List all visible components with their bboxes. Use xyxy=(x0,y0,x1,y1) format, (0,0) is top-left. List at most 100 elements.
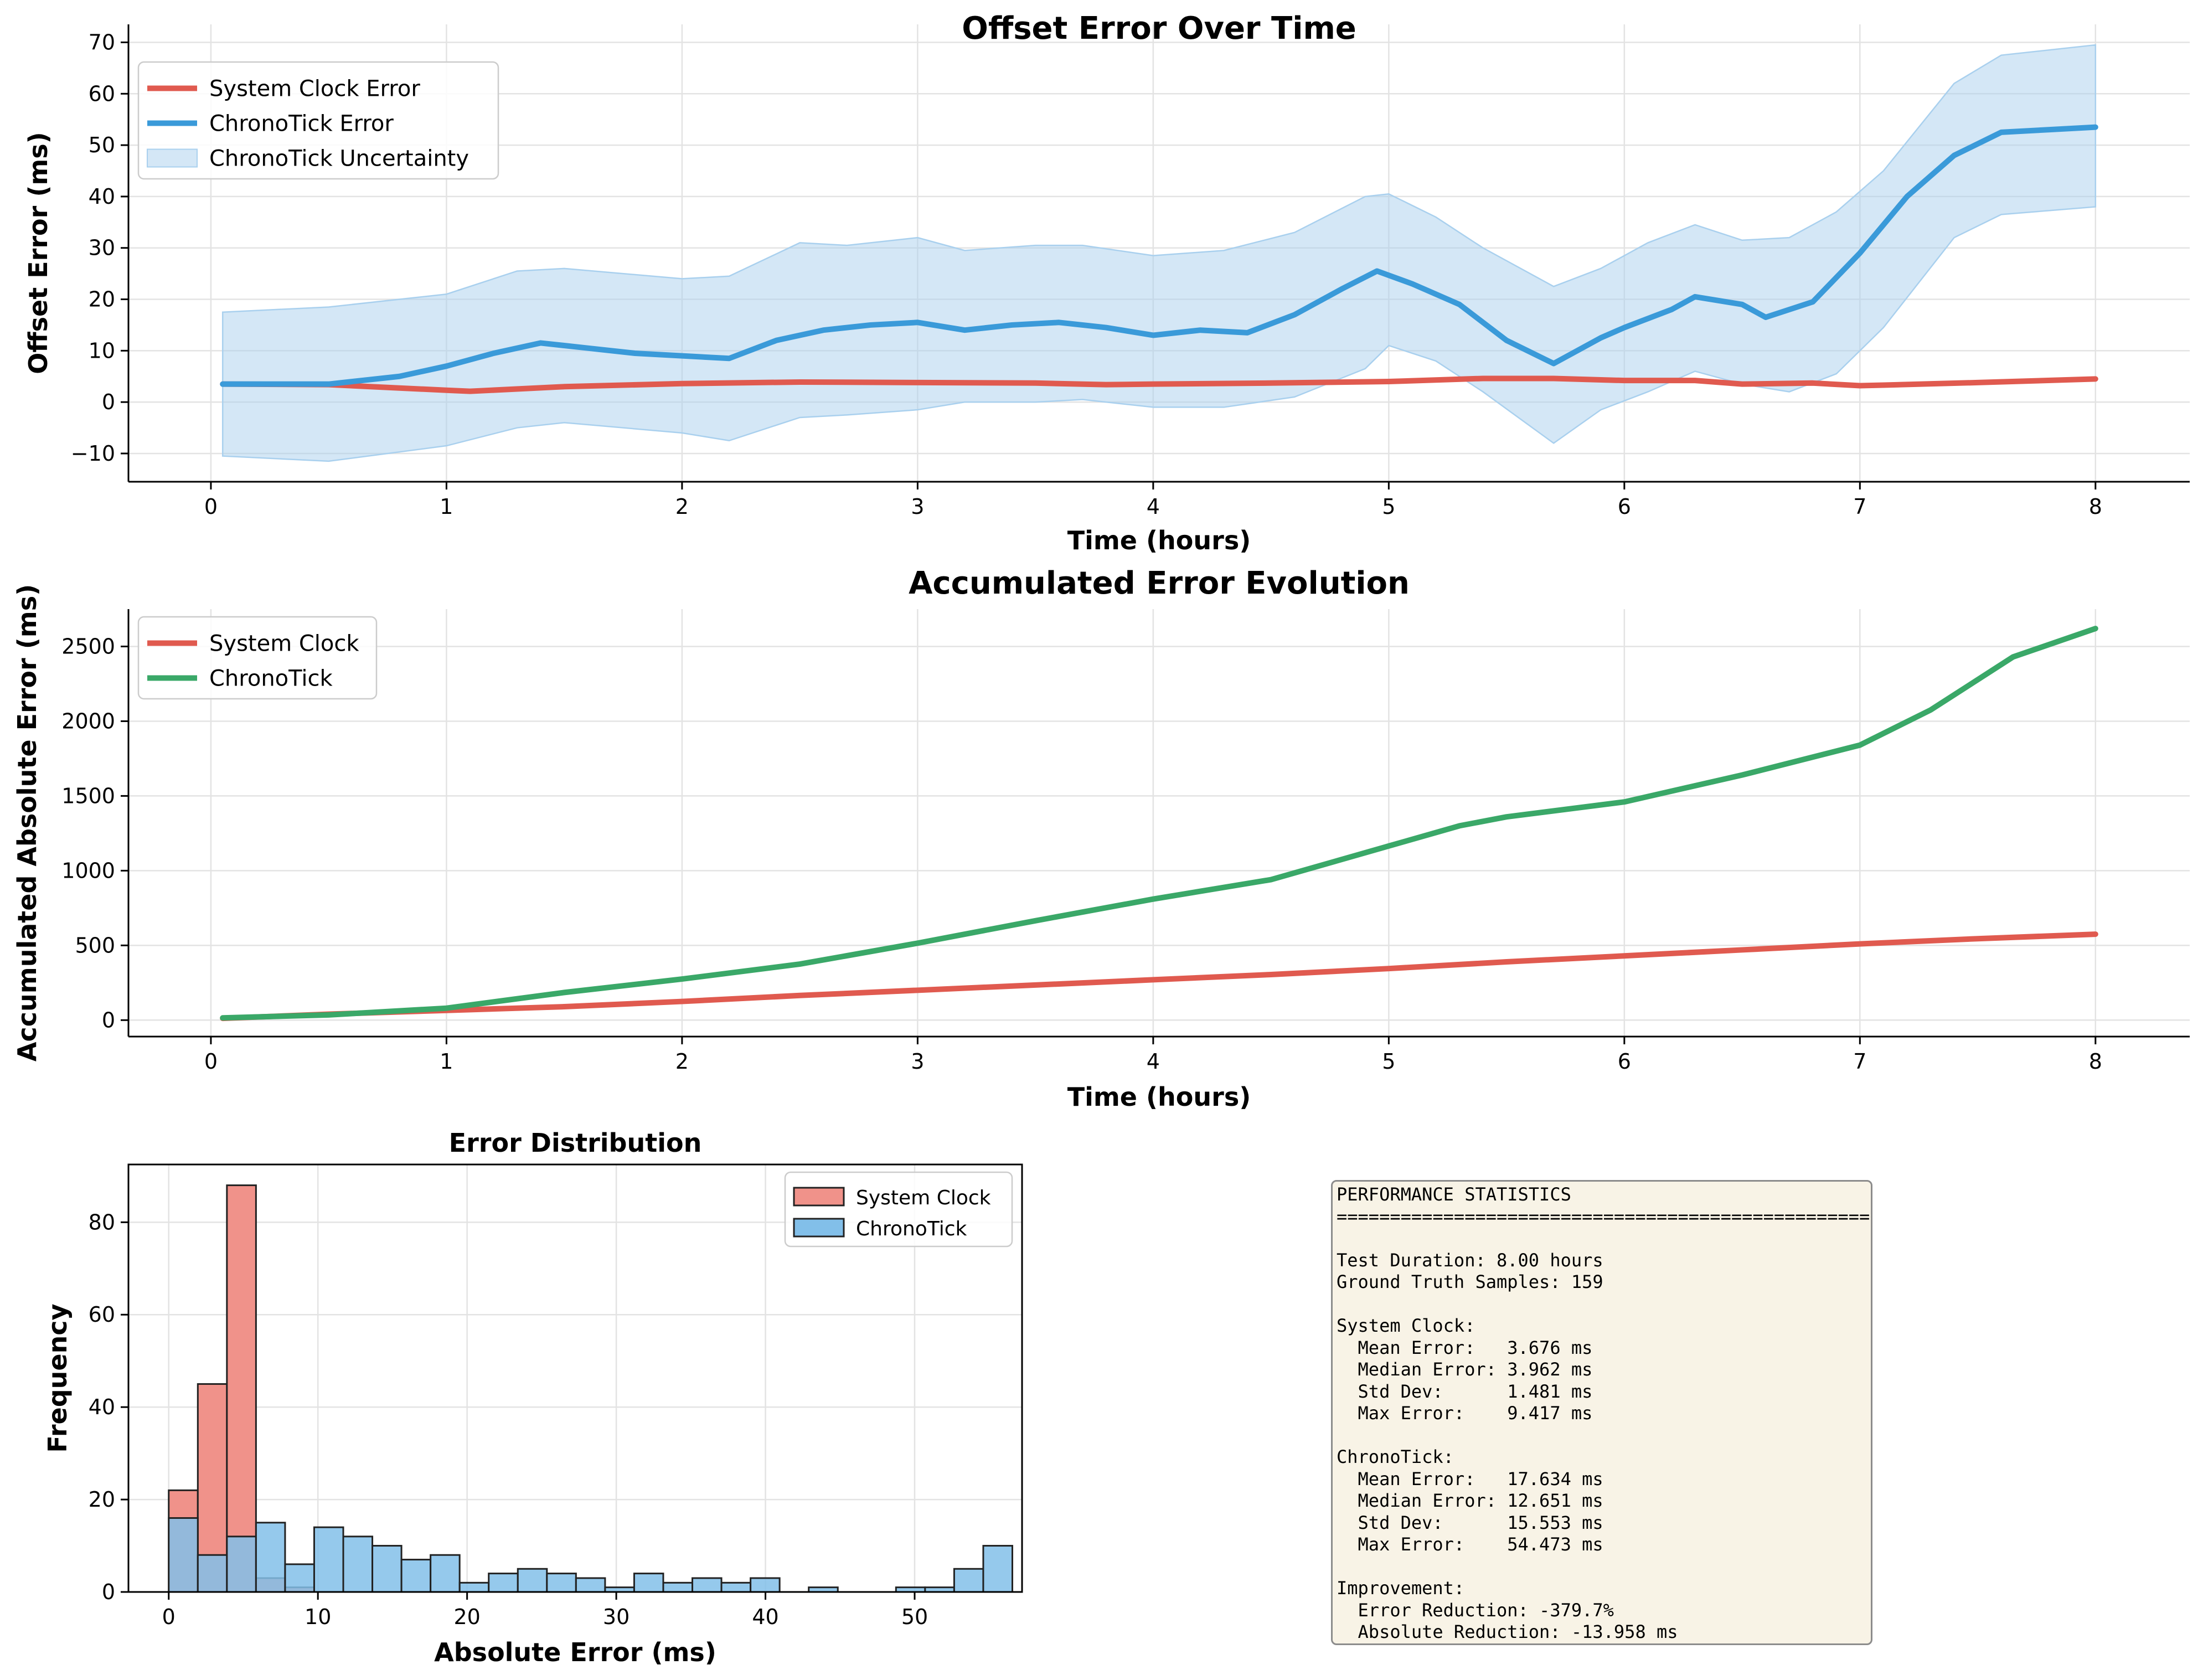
y-tick-label: 50 xyxy=(89,133,115,157)
x-tick-label: 5 xyxy=(1382,494,1395,519)
stats-line: ChronoTick: xyxy=(1337,1446,1454,1467)
performance-statistics-text: PERFORMANCE STATISTICS =================… xyxy=(1337,1184,1870,1643)
x-tick-label: 4 xyxy=(1147,494,1160,519)
legend-swatch xyxy=(147,148,198,168)
stats-line: Std Dev: 1.481 ms xyxy=(1358,1380,1593,1402)
histogram-bar xyxy=(313,1526,344,1593)
legend-label: System Clock xyxy=(209,631,359,657)
x-tick-label: 0 xyxy=(204,1049,218,1074)
stats-lines: Test Duration: 8.00 hours Ground Truth S… xyxy=(1337,1250,1678,1643)
histogram-bar xyxy=(488,1573,519,1593)
histogram-bar xyxy=(197,1554,228,1593)
x-axis-label: Time (hours) xyxy=(1067,1082,1251,1112)
stats-line: Std Dev: 15.553 ms xyxy=(1358,1512,1603,1533)
x-tick-label: 20 xyxy=(453,1605,480,1629)
histogram-bar xyxy=(400,1559,432,1593)
stats-separator: ========================================… xyxy=(1337,1205,1870,1227)
x-tick-label: 5 xyxy=(1382,1049,1395,1074)
histogram-bar xyxy=(226,1184,257,1593)
x-tick-label: 7 xyxy=(1853,1049,1866,1074)
y-tick-label: 10 xyxy=(89,338,115,363)
x-axis-label: Time (hours) xyxy=(1067,525,1251,555)
legend-box xyxy=(137,616,378,700)
x-tick-label: 30 xyxy=(603,1605,630,1629)
stats-line: Mean Error: 17.634 ms xyxy=(1358,1468,1603,1490)
stats-line: Error Reduction: -379.7% xyxy=(1358,1599,1614,1621)
x-tick-label: 3 xyxy=(911,1049,924,1074)
x-tick-label: 8 xyxy=(2089,494,2102,519)
series-line xyxy=(220,124,2098,387)
stats-line: Max Error: 54.473 ms xyxy=(1358,1534,1603,1555)
legend-label: ChronoTick Uncertainty xyxy=(209,146,469,172)
histogram-bar xyxy=(720,1581,752,1593)
y-tick-label: 20 xyxy=(89,1487,115,1512)
y-tick-label: 0 xyxy=(102,1580,115,1604)
histogram-bar xyxy=(517,1568,548,1593)
histogram-bar xyxy=(750,1577,781,1593)
x-tick-label: 10 xyxy=(305,1605,331,1629)
x-tick-label: 2 xyxy=(675,494,689,519)
axes-frame xyxy=(127,1163,1023,1593)
stats-line: Absolute Reduction: -13.958 ms xyxy=(1358,1621,1678,1642)
histogram-bar xyxy=(575,1577,606,1593)
stats-line: System Clock: xyxy=(1337,1315,1475,1336)
x-tick-label: 2 xyxy=(675,1049,689,1074)
error-distribution-chart: 0 10 20 30 40 50 0 20 40 60 80 Error Distribution Ab… xyxy=(43,1128,1023,1667)
y-tick-label: 500 xyxy=(75,933,115,957)
stats-line: Mean Error: 3.676 ms xyxy=(1358,1337,1593,1358)
histogram-bar xyxy=(255,1522,286,1593)
histogram-bar xyxy=(372,1545,403,1593)
stats-line: Median Error: 3.962 ms xyxy=(1358,1359,1593,1380)
y-tick-label: −10 xyxy=(71,441,115,466)
series-line xyxy=(220,626,2098,1021)
stats-line: Max Error: 9.417 ms xyxy=(1358,1403,1593,1424)
y-tick-label: 40 xyxy=(89,184,115,209)
x-tick-label: 7 xyxy=(1853,494,1866,519)
y-tick-label: 80 xyxy=(89,1210,115,1234)
histogram-bar xyxy=(953,1568,984,1593)
offset-error-chart: 0 1 2 3 4 5 6 7 8 −10 0 10 20 30 40 50 60 70 Offset Error … xyxy=(23,11,2190,555)
chart-title: Offset Error Over Time xyxy=(962,11,1356,47)
histogram-bar xyxy=(168,1517,199,1593)
y-tick-label: 20 xyxy=(89,287,115,312)
chart-title: Accumulated Error Evolution xyxy=(909,565,1410,601)
legend-swatch xyxy=(793,1187,845,1207)
histogram-bar xyxy=(633,1573,664,1593)
uncertainty-band xyxy=(221,44,2097,462)
histogram-bar xyxy=(546,1573,577,1593)
x-tick-label: 40 xyxy=(752,1605,778,1629)
legend-label: ChronoTick xyxy=(856,1218,967,1240)
y-tick-label: 30 xyxy=(89,236,115,260)
legend-label: ChronoTick xyxy=(209,666,333,692)
x-tick-label: 3 xyxy=(911,494,924,519)
y-tick-label: 40 xyxy=(89,1395,115,1419)
y-tick-label: 2000 xyxy=(61,709,115,733)
stats-line: Ground Truth Samples: 159 xyxy=(1337,1271,1603,1292)
y-tick-label: 2500 xyxy=(61,634,115,658)
x-tick-label: 6 xyxy=(1618,1049,1631,1074)
legend-swatch xyxy=(793,1218,845,1238)
y-axis-label: Accumulated Absolute Error (ms) xyxy=(12,584,42,1061)
accumulated-error-chart: 0 1 2 3 4 5 6 7 8 0 500 1000 1500 2000 2500 Accumulated… xyxy=(12,565,2190,1112)
y-tick-label: 60 xyxy=(89,81,115,106)
histogram-bar xyxy=(662,1581,694,1593)
histogram-bar xyxy=(430,1554,461,1593)
histogram-bar xyxy=(692,1577,723,1593)
y-tick-label: 0 xyxy=(102,1008,115,1032)
stats-heading: PERFORMANCE STATISTICS xyxy=(1337,1184,1571,1205)
x-tick-label: 0 xyxy=(204,494,218,519)
y-axis-label: Offset Error (ms) xyxy=(23,132,53,374)
x-tick-label: 1 xyxy=(440,494,453,519)
stats-line: Test Duration: 8.00 hours xyxy=(1337,1249,1603,1271)
x-tick-label: 0 xyxy=(162,1605,176,1629)
series-line xyxy=(220,375,2098,394)
histogram-bar xyxy=(458,1581,490,1593)
x-tick-label: 1 xyxy=(440,1049,453,1074)
y-tick-label: 1000 xyxy=(61,858,115,883)
x-tick-label: 4 xyxy=(1147,1049,1160,1074)
x-tick-label: 8 xyxy=(2089,1049,2102,1074)
histogram-bar xyxy=(226,1535,257,1593)
performance-statistics-panel xyxy=(1331,1180,1872,1645)
y-tick-label: 0 xyxy=(102,390,115,414)
